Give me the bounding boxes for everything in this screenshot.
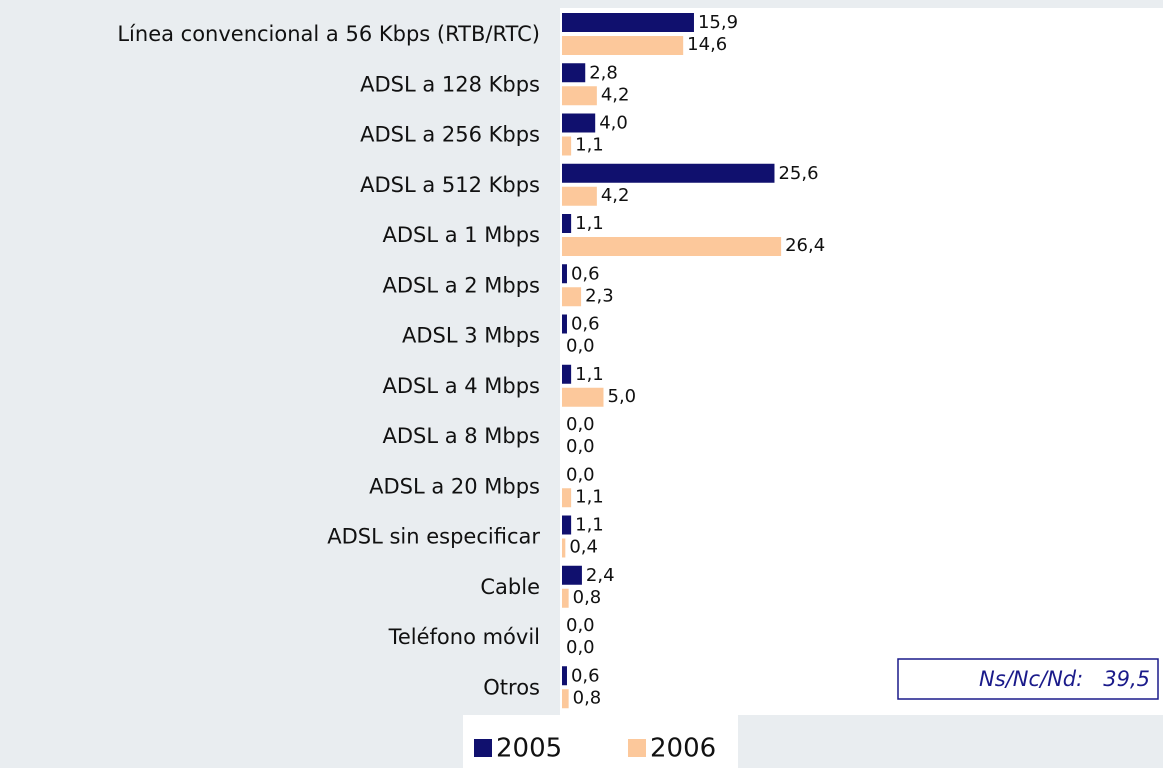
data-label: 2,3 — [585, 285, 614, 306]
bar — [562, 36, 684, 55]
category-label: ADSL a 4 Mbps — [382, 374, 540, 398]
data-label: 26,4 — [785, 235, 825, 256]
data-label: 1,1 — [575, 486, 604, 507]
annotation: Ns/Nc/Nd: 39,5 — [979, 667, 1150, 691]
data-label: 1,1 — [575, 135, 604, 156]
data-label: 25,6 — [778, 163, 818, 184]
bar — [562, 488, 572, 508]
category-label: ADSL a 256 Kbps — [360, 123, 540, 147]
plot-area — [560, 8, 1163, 715]
bar — [562, 287, 582, 307]
category-label: ADSL a 8 Mbps — [382, 424, 540, 448]
data-label: 0,8 — [573, 587, 602, 608]
bar — [562, 387, 604, 407]
legend-swatch — [628, 739, 646, 757]
annotation-box — [897, 658, 1159, 700]
bar — [562, 163, 775, 183]
data-label: 0,6 — [571, 665, 600, 686]
data-label: 4,0 — [599, 113, 628, 134]
category-label: ADSL a 20 Mbps — [369, 474, 540, 498]
bar — [562, 264, 567, 284]
bar — [562, 538, 566, 558]
category-label: Teléfono móvil — [388, 625, 540, 649]
data-label: 1,1 — [575, 364, 604, 385]
bar — [562, 214, 572, 233]
data-label: 0,0 — [566, 336, 595, 357]
legend-label: 2005 — [496, 734, 562, 764]
legend-swatch — [474, 739, 492, 757]
bar — [562, 86, 597, 106]
data-label: 5,0 — [608, 386, 637, 407]
data-label: 0,8 — [573, 687, 602, 708]
category-label: Otros — [483, 675, 540, 699]
bar — [562, 314, 567, 334]
category-label: ADSL a 128 Kbps — [360, 72, 540, 96]
data-label: 4,2 — [601, 185, 630, 206]
legend-box — [463, 715, 738, 768]
bar — [562, 13, 694, 32]
data-label: 2,8 — [589, 62, 618, 83]
bar — [562, 136, 572, 156]
category-label: Línea convencional a 56 Kbps (RTB/RTC) — [117, 22, 540, 46]
bar — [562, 666, 567, 686]
data-label: 0,6 — [571, 314, 600, 335]
data-label: 2,4 — [586, 565, 615, 586]
category-label: ADSL a 1 Mbps — [382, 223, 540, 247]
bar — [562, 186, 597, 206]
data-label: 0,0 — [566, 414, 595, 435]
bar — [562, 113, 596, 133]
data-label: 1,1 — [575, 213, 604, 234]
data-label: 0,6 — [571, 263, 600, 284]
data-label: 0,0 — [566, 436, 595, 457]
data-label: 0,0 — [566, 637, 595, 658]
bar — [562, 237, 782, 256]
data-label: 0,4 — [569, 537, 598, 558]
bar — [562, 63, 586, 83]
data-label: 14,6 — [687, 34, 727, 55]
data-label: 15,9 — [698, 12, 738, 33]
category-label: ADSL sin especificar — [327, 525, 540, 549]
data-label: 1,1 — [575, 515, 604, 536]
bar — [562, 588, 569, 608]
category-label: Cable — [480, 575, 540, 599]
category-label: ADSL a 512 Kbps — [360, 173, 540, 197]
data-label: 4,2 — [601, 84, 630, 105]
bar — [562, 689, 569, 709]
bar — [562, 364, 572, 384]
category-label: ADSL 3 Mbps — [402, 324, 540, 348]
bar — [562, 515, 572, 535]
legend-label: 2006 — [650, 734, 716, 764]
data-label: 0,0 — [566, 464, 595, 485]
bar — [562, 565, 582, 585]
category-label: ADSL a 2 Mbps — [382, 273, 540, 297]
data-label: 0,0 — [566, 615, 595, 636]
